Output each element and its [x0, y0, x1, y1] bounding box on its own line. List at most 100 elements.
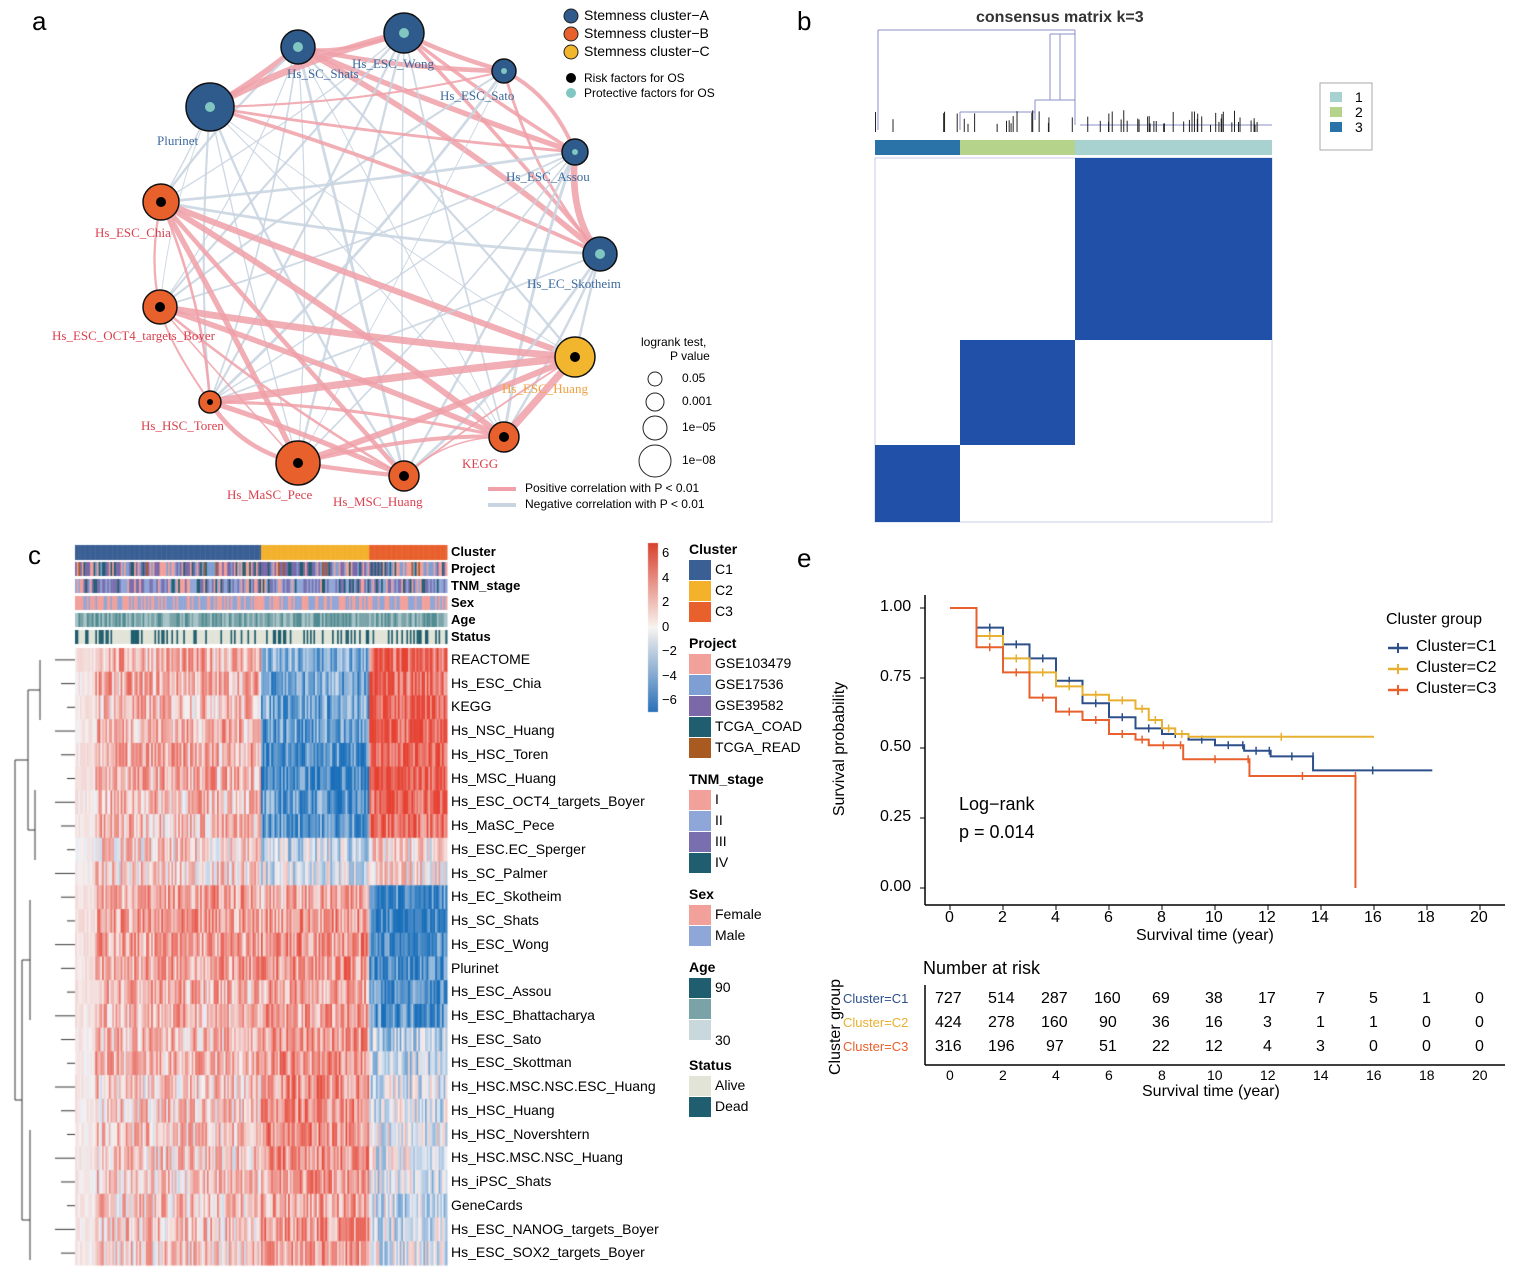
heatmap-row-label: Hs_ESC_NANOG_targets_Boyer	[451, 1220, 659, 1237]
factor-legend-label: Protective factors for OS	[584, 86, 715, 100]
consensus-legend-label: 2	[1355, 104, 1363, 120]
node-label: Hs_ESC_Assou	[506, 169, 590, 184]
y-tick-label: 0.25	[880, 808, 912, 825]
risk-table-title: Number at risk	[923, 958, 1041, 978]
survival-curve-3	[950, 607, 1357, 888]
node-label: Hs_EC_Skotheim	[527, 276, 621, 291]
risk-count: 1	[1422, 990, 1431, 1007]
scale-tick: 6	[662, 545, 670, 560]
panel-label-e: e	[797, 543, 812, 573]
heatmap-row-label: KEGG	[451, 698, 492, 715]
panel-label-b: b	[797, 6, 812, 36]
size-legend-label: 0.05	[682, 371, 706, 385]
legend-label: Cluster=C2	[1416, 659, 1497, 676]
annotation-label: Cluster	[451, 544, 496, 559]
x-tick-label: 16	[1364, 909, 1382, 926]
risk-count: 0	[1422, 1038, 1431, 1055]
size-legend-title: logrank test,	[641, 335, 707, 349]
annotation-label: Status	[451, 629, 491, 644]
y-axis-label: Survival probability	[831, 681, 848, 817]
legend-label: GSE39582	[715, 697, 784, 713]
legend-title: Project	[689, 635, 737, 651]
legend-title: Cluster group	[1386, 611, 1483, 628]
legend-title: Age	[689, 959, 716, 975]
legend-swatch	[689, 926, 711, 946]
risk-count: 0	[1475, 990, 1484, 1007]
risk-count: 0	[1369, 1038, 1378, 1055]
x-tick-label: 20	[1470, 909, 1488, 926]
risk-count: 5	[1369, 990, 1378, 1007]
legend-label: Dead	[715, 1098, 749, 1114]
consensus-legend-label: 3	[1355, 119, 1363, 135]
annotation-label: Age	[451, 612, 476, 627]
risk-count: 69	[1152, 990, 1170, 1007]
legend-swatch	[689, 978, 711, 998]
size-legend-label: 1e−05	[682, 420, 716, 434]
legend-label: Male	[715, 927, 746, 943]
legend-swatch	[689, 581, 711, 601]
risk-x-tick-label: 16	[1366, 1067, 1382, 1083]
risk-count: 36	[1152, 1014, 1170, 1031]
legend-swatch	[689, 560, 711, 580]
factor-legend-label: Risk factors for OS	[584, 71, 685, 85]
risk-count: 3	[1316, 1038, 1325, 1055]
risk-row-label: Cluster=C3	[843, 1039, 909, 1054]
heatmap-row-label: Hs_MSC_Huang	[451, 769, 557, 786]
risk-x-tick-label: 8	[1158, 1067, 1166, 1083]
legend-swatch	[689, 675, 711, 695]
risk-count: 727	[935, 990, 962, 1007]
legend-label: I	[715, 791, 719, 807]
annotation-label: Sex	[451, 595, 475, 610]
edge-legend-label: Positive correlation with P < 0.01	[525, 481, 700, 495]
risk-x-tick-label: 12	[1260, 1067, 1276, 1083]
legend-label: TCGA_READ	[715, 739, 801, 755]
risk-count: 514	[988, 990, 1015, 1007]
legend-swatch	[689, 853, 711, 873]
x-axis-label: Survival time (year)	[1136, 927, 1274, 944]
heatmap-row-label: Hs_ESC_Wong	[451, 935, 549, 952]
consensus-title: consensus matrix k=3	[976, 9, 1144, 26]
y-tick-label: 1.00	[880, 598, 912, 615]
legend-swatch	[689, 1076, 711, 1096]
legend-label: 30	[715, 1032, 731, 1048]
legend-swatch	[689, 602, 711, 622]
heatmap-row-label: Hs_ESC_Sato	[451, 1030, 542, 1047]
heatmap-row-label: Hs_HSC_Huang	[451, 1101, 555, 1118]
legend-title: Status	[689, 1057, 732, 1073]
legend-label: Cluster=C1	[1416, 638, 1497, 655]
heatmap-row-label: Hs_ESC_Skottman	[451, 1054, 572, 1071]
legend-swatch	[689, 905, 711, 925]
legend-title: TNM_stage	[689, 771, 764, 787]
risk-x-tick-label: 14	[1313, 1067, 1329, 1083]
legend-label: IV	[715, 854, 729, 870]
node-label: Hs_MSC_Huang	[333, 494, 423, 509]
scale-tick: −6	[662, 692, 677, 707]
x-tick-label: 6	[1104, 909, 1113, 926]
risk-count: 97	[1046, 1038, 1064, 1055]
heatmap-row-label: Hs_HSC.MSC.NSC_Huang	[451, 1149, 623, 1166]
heatmap-row-label: Hs_SC_Palmer	[451, 864, 548, 881]
legend-swatch	[689, 790, 711, 810]
size-legend-title: P value	[670, 349, 710, 363]
risk-count: 4	[1263, 1038, 1272, 1055]
legend-swatch	[689, 717, 711, 737]
risk-x-tick-label: 6	[1105, 1067, 1113, 1083]
heatmap-row-label: Hs_SC_Shats	[451, 912, 539, 929]
heatmap-row-label: Hs_NSC_Huang	[451, 722, 555, 739]
heatmap-row-label: Hs_MaSC_Pece	[451, 817, 555, 834]
panel-label-a: a	[32, 6, 47, 36]
risk-count: 7	[1316, 990, 1325, 1007]
p-value-label: p = 0.014	[959, 822, 1035, 842]
heatmap-row-label: Hs_ESC_Bhattacharya	[451, 1006, 595, 1023]
scale-tick: 0	[662, 618, 670, 634]
scale-tick: −2	[662, 643, 677, 658]
size-legend-label: 0.001	[682, 394, 713, 408]
legend-swatch	[689, 1097, 711, 1117]
risk-count: 1	[1316, 1014, 1325, 1031]
risk-y-axis-label: Cluster group	[827, 978, 844, 1076]
legend-label: Female	[715, 906, 762, 922]
legend-swatch	[689, 811, 711, 831]
heatmap-row-label: Hs_ESC_OCT4_targets_Boyer	[451, 793, 645, 810]
legend-label: GSE17536	[715, 676, 784, 692]
